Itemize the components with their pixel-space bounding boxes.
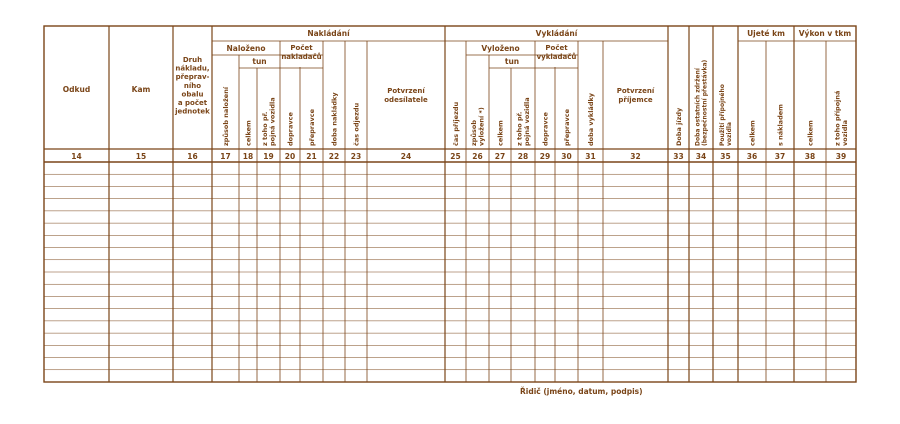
column-number: 34 bbox=[696, 152, 706, 161]
header-zpusob-nalozeni: způsob naložení bbox=[221, 86, 230, 146]
header-zpusob-vylozeni: způsob bbox=[469, 120, 478, 146]
header-druh-nakladu: a počet bbox=[178, 99, 208, 107]
header-prepravce: přepravce bbox=[308, 108, 316, 146]
header-s-nakladem: s nákladem bbox=[776, 104, 784, 146]
header-z-toho-pripojna: z toho př. bbox=[515, 112, 523, 146]
column-number: 24 bbox=[401, 152, 411, 161]
column-number: 21 bbox=[306, 152, 316, 161]
header-celkem: celkem bbox=[748, 120, 756, 146]
form-frame bbox=[43, 25, 857, 383]
header-druh-nakladu: nákladu, bbox=[175, 65, 209, 73]
column-number: 33 bbox=[673, 152, 683, 161]
header-prepravce: přepravce bbox=[563, 108, 571, 146]
header-tun: tun bbox=[252, 57, 266, 66]
header-pocet-nakladacu: nakladačů bbox=[281, 52, 321, 61]
header-celkem: celkem bbox=[244, 120, 252, 146]
column-number: 36 bbox=[747, 152, 757, 161]
column-number: 15 bbox=[136, 152, 146, 161]
header-z-toho-pripojna-vozidla: vozidla bbox=[841, 120, 849, 146]
driver-signature-caption: Řidič (jméno, datum, podpis) bbox=[520, 387, 643, 396]
header-potvrzeni-odesilatele: Potvrzení bbox=[387, 87, 425, 95]
column-number: 14 bbox=[71, 152, 81, 161]
column-number: 35 bbox=[720, 152, 730, 161]
column-number: 38 bbox=[805, 152, 815, 161]
column-number: 37 bbox=[775, 152, 785, 161]
header-cas-prijezdu: čas příjezdu bbox=[452, 101, 460, 146]
header-pocet-vykladacu: Počet bbox=[545, 44, 568, 52]
header-potvrzeni-prijemce: příjemce bbox=[618, 96, 652, 104]
header-pouziti-pripojneho-vozidla: Použití přípojného bbox=[719, 84, 726, 146]
header-dopravce: dopravce bbox=[286, 112, 294, 146]
column-number: 17 bbox=[220, 152, 230, 161]
column-number: 26 bbox=[472, 152, 482, 161]
column-number: 32 bbox=[630, 152, 640, 161]
header-nakladani: Nakládání bbox=[307, 29, 350, 38]
column-number: 25 bbox=[450, 152, 460, 161]
column-number: 31 bbox=[585, 152, 595, 161]
header-tun: tun bbox=[505, 57, 519, 66]
column-number: 30 bbox=[561, 152, 571, 161]
header-ujete-km: Ujeté km bbox=[747, 29, 785, 38]
header-zpusob-vylozeni: vyložení *) bbox=[478, 107, 486, 146]
header-druh-nakladu: ního bbox=[184, 82, 201, 90]
header-pocet-nakladacu: Počet bbox=[290, 44, 313, 52]
header-odkud: Odkud bbox=[63, 85, 90, 94]
header-pocet-vykladacu: vykladačů bbox=[537, 52, 577, 61]
column-number: 23 bbox=[351, 152, 361, 161]
header-z-toho-pripojna: z toho př. bbox=[261, 112, 269, 146]
column-number: 22 bbox=[329, 152, 339, 161]
column-number: 28 bbox=[518, 152, 528, 161]
column-number: 20 bbox=[285, 152, 295, 161]
header-potvrzeni-odesilatele: odesílatele bbox=[384, 96, 428, 104]
header-druh-nakladu: jednotek bbox=[174, 108, 210, 116]
column-number: 39 bbox=[836, 152, 846, 161]
header-vykon-tkm: Výkon v tkm bbox=[799, 29, 852, 38]
column-number: 18 bbox=[243, 152, 253, 161]
header-doba-nakladky: doba nakládky bbox=[330, 92, 338, 146]
header-z-toho-pripojna-vozidla: z toho přípojná bbox=[833, 91, 841, 146]
header-z-toho-pripojna: pojná vozidla bbox=[269, 97, 277, 146]
header-vylozeno: Vyloženo bbox=[481, 44, 519, 53]
header-doba-ostatnich-zdrzeni: Doba ostatních zdržení bbox=[695, 67, 702, 146]
header-dopravce: dopravce bbox=[541, 112, 549, 146]
header-cas-odjezdu: čas odjezdu bbox=[352, 102, 360, 146]
header-doba-jizdy: Doba jízdy bbox=[675, 107, 683, 146]
header-druh-nakladu: přeprav- bbox=[176, 73, 210, 81]
header-pouziti-pripojneho-vozidla: vozidla bbox=[726, 122, 733, 146]
header-nalozeno: Naloženo bbox=[226, 44, 265, 53]
header-celkem: celkem bbox=[806, 120, 814, 146]
header-doba-vykladky: doba vykládky bbox=[587, 92, 595, 146]
header-z-toho-pripojna: pojná vozidla bbox=[523, 97, 531, 146]
header-vykladani: Vykládání bbox=[536, 29, 578, 38]
column-number: 29 bbox=[540, 152, 550, 161]
column-number: 27 bbox=[495, 152, 505, 161]
header-kam: Kam bbox=[132, 85, 151, 94]
column-number: 16 bbox=[187, 152, 197, 161]
header-potvrzeni-prijemce: Potvrzení bbox=[617, 87, 655, 95]
header-druh-nakladu: Druh bbox=[183, 56, 202, 64]
header-celkem: celkem bbox=[496, 120, 504, 146]
column-number: 19 bbox=[263, 152, 273, 161]
header-druh-nakladu: obalu bbox=[182, 90, 204, 98]
header-doba-ostatnich-zdrzeni: (bezpečnostní přestávka) bbox=[702, 59, 709, 146]
